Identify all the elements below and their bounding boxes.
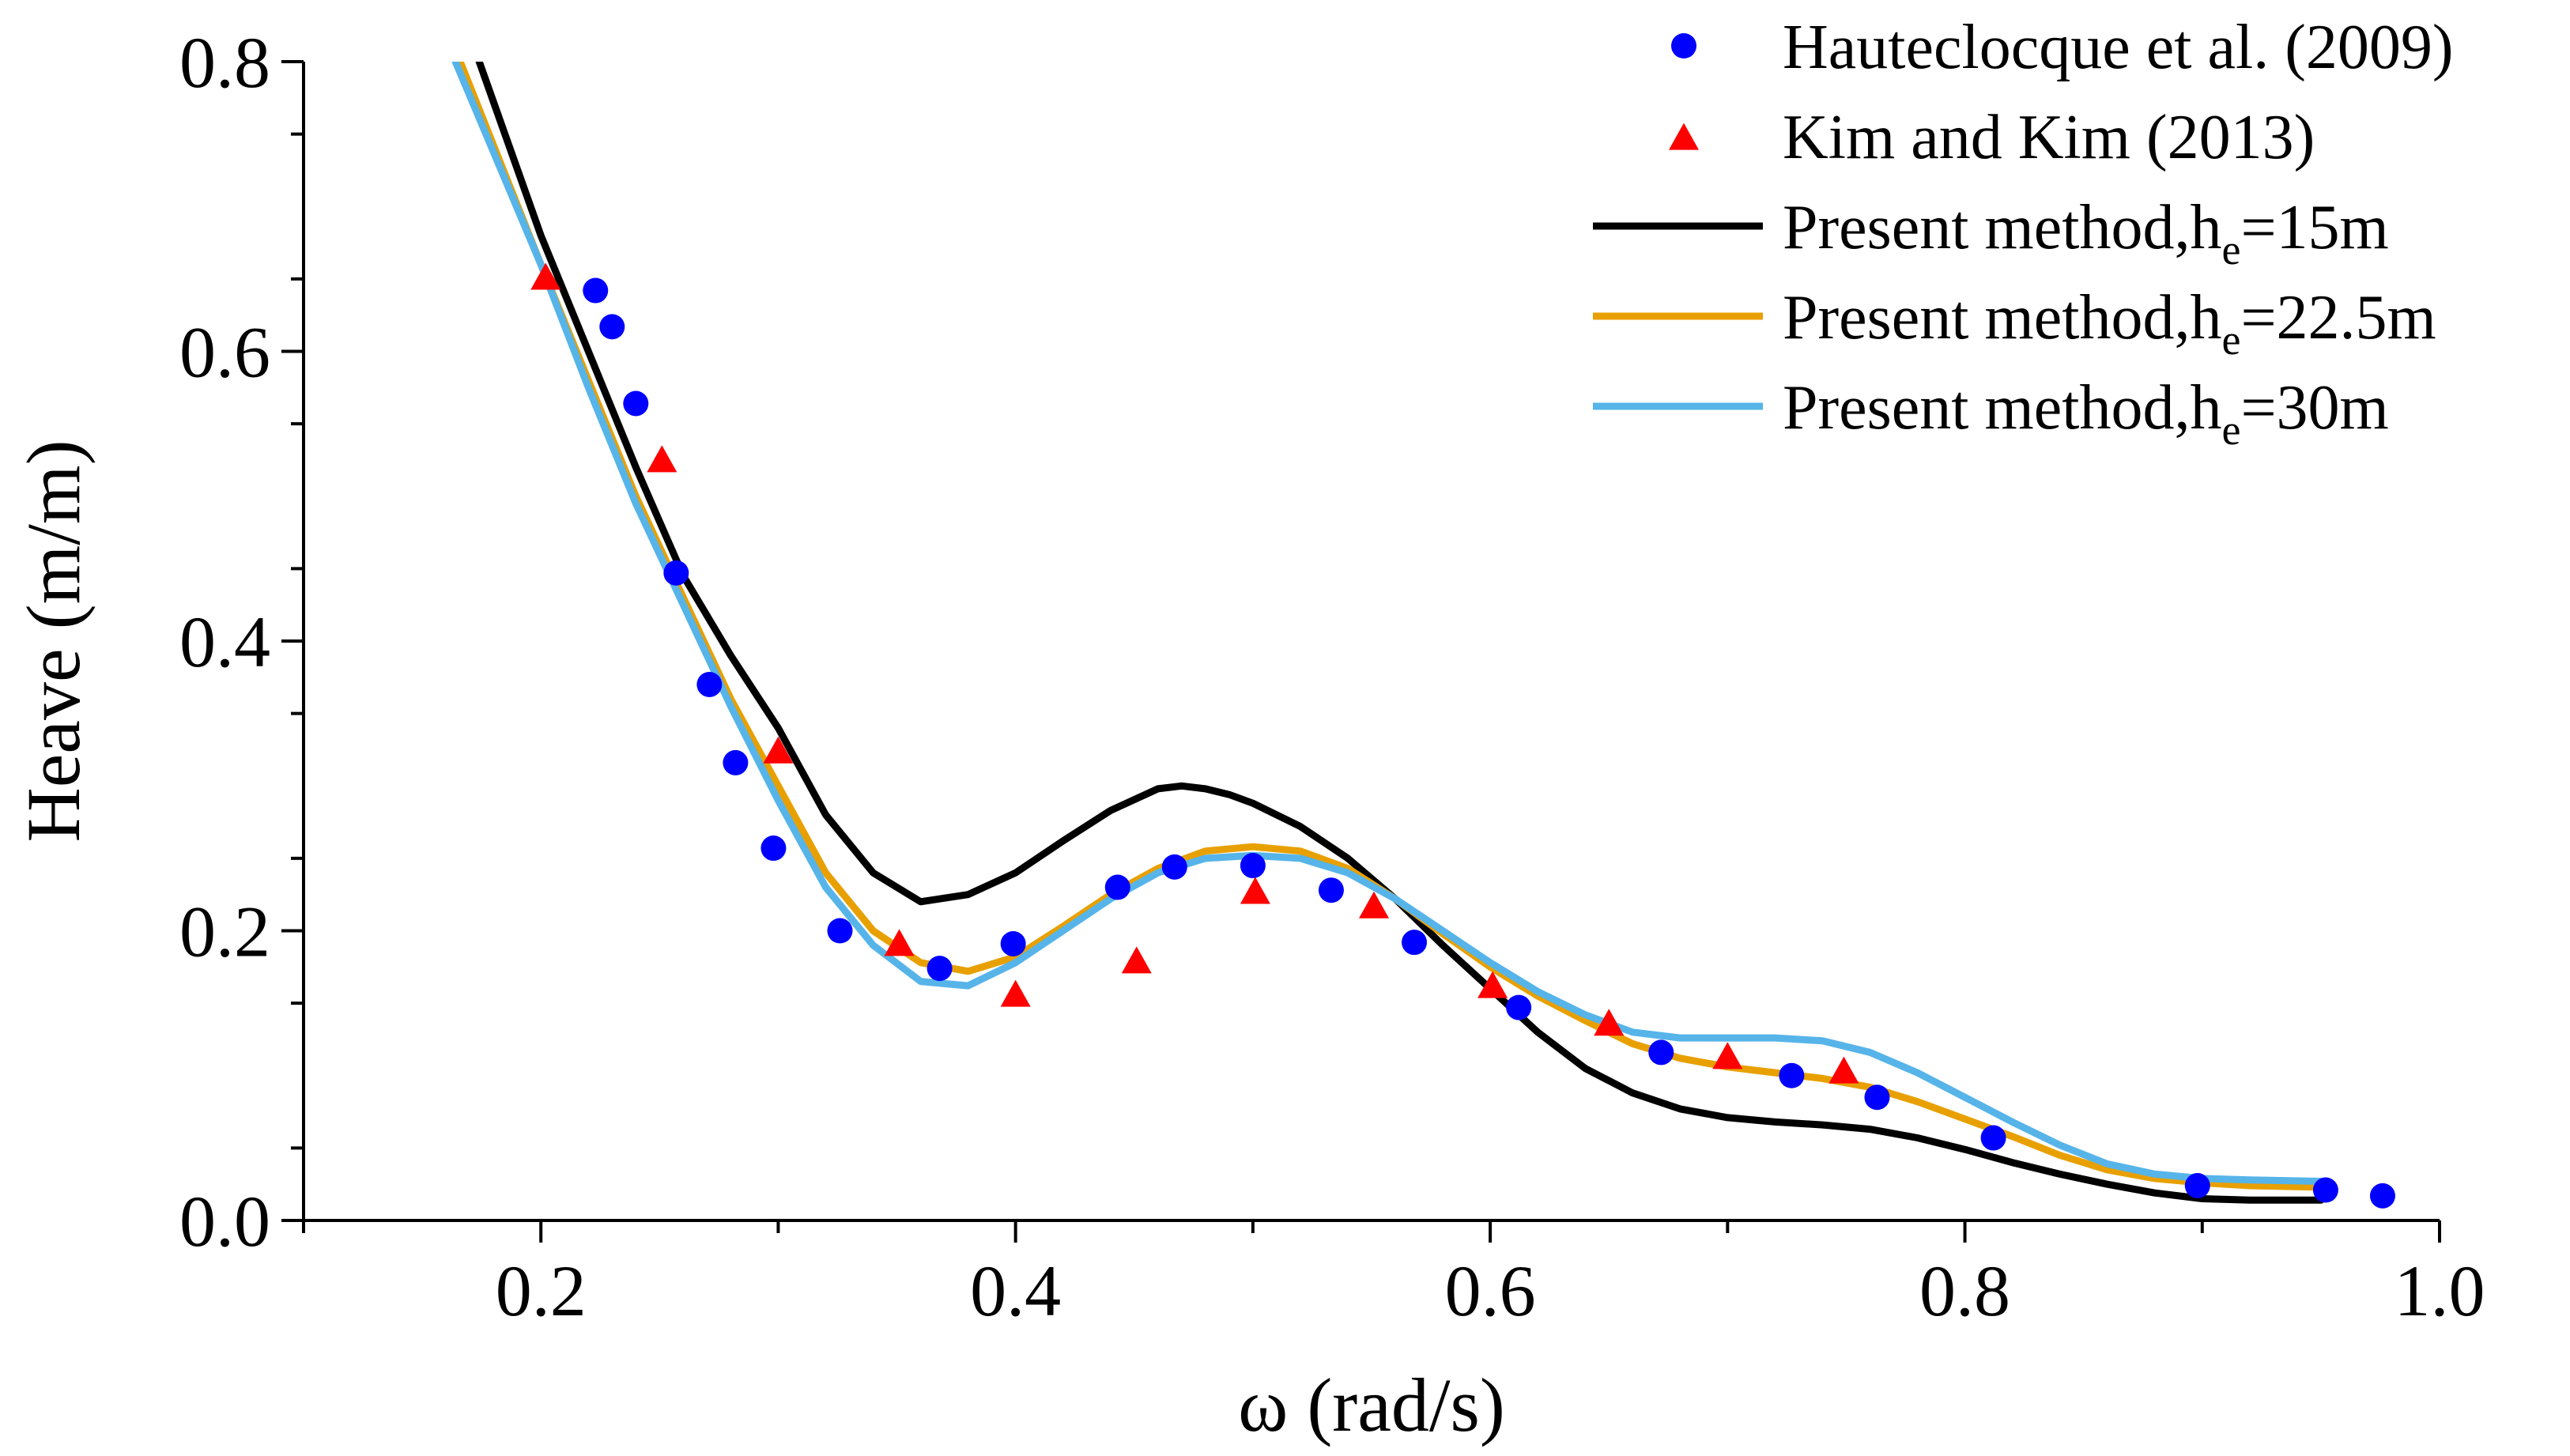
data-point-circle xyxy=(1240,853,1266,879)
x-axis-title: ω (rad/s) xyxy=(1238,1363,1505,1447)
data-point-triangle xyxy=(1828,1056,1859,1084)
data-point-triangle xyxy=(1121,946,1152,974)
legend-label: Present method,he=15m xyxy=(1783,193,2389,273)
line-series-3 xyxy=(451,62,2325,1185)
data-point-triangle xyxy=(647,445,677,473)
y-tick-label: 0.0 xyxy=(179,1181,270,1262)
data-point-circle xyxy=(1402,930,1428,956)
data-point-circle xyxy=(2184,1173,2210,1199)
data-point-circle xyxy=(1161,854,1187,880)
x-tick-label: 0.2 xyxy=(496,1250,587,1331)
data-point-triangle xyxy=(1000,979,1031,1007)
data-point-circle xyxy=(2369,1183,2395,1209)
data-point-circle xyxy=(827,918,853,944)
data-point-circle xyxy=(1779,1062,1805,1088)
data-point-triangle xyxy=(1359,891,1390,918)
data-point-triangle xyxy=(884,929,915,956)
legend-label: Hauteclocque et al. (2009) xyxy=(1783,13,2454,82)
data-point-triangle xyxy=(530,262,561,290)
data-point-circle xyxy=(1104,874,1130,900)
y-tick-label: 0.4 xyxy=(179,602,270,682)
data-point-circle xyxy=(760,836,787,862)
data-point-triangle xyxy=(1240,877,1270,904)
x-tick-label: 0.8 xyxy=(1919,1250,2010,1331)
data-point-circle xyxy=(1000,930,1026,956)
data-point-circle xyxy=(663,560,689,586)
legend-marker-circle xyxy=(1671,33,1696,58)
data-point-circle xyxy=(723,749,749,775)
data-point-triangle xyxy=(1712,1042,1743,1069)
ticks: 0.2 0.4 0.6 0.8 1.0 0.0 0.2 0.4 0.6 0.8 xyxy=(179,22,2485,1331)
legend: Hauteclocque et al. (2009) Kim and Kim (2… xyxy=(1593,13,2454,454)
legend-marker-triangle xyxy=(1669,123,1699,150)
data-point-circle xyxy=(1648,1039,1674,1066)
legend-label: Present method,he=30m xyxy=(1783,373,2389,454)
data-point-circle xyxy=(583,277,609,304)
data-point-circle xyxy=(623,390,649,417)
y-tick-label: 0.8 xyxy=(179,22,270,103)
data-point-circle xyxy=(1980,1125,2006,1151)
data-point-triangle xyxy=(1477,971,1508,998)
data-point-circle xyxy=(2312,1177,2338,1203)
data-point-circle xyxy=(1864,1084,1890,1111)
legend-label: Kim and Kim (2013) xyxy=(1783,103,2315,172)
y-tick-label: 0.2 xyxy=(179,892,270,972)
data-point-triangle xyxy=(763,736,794,764)
y-axis-title: Heave (m/m) xyxy=(11,439,96,842)
line-series-1 xyxy=(475,62,2325,1204)
marker-series-layer xyxy=(530,262,2395,1209)
x-tick-label: 0.4 xyxy=(970,1250,1061,1331)
data-point-circle xyxy=(599,314,625,340)
y-tick-label: 0.6 xyxy=(179,312,270,393)
x-tick-label: 0.6 xyxy=(1445,1250,1536,1331)
x-tick-label: 1.0 xyxy=(2395,1250,2485,1331)
legend-label: Present method,he=22.5m xyxy=(1783,283,2436,364)
data-point-circle xyxy=(926,956,953,982)
data-point-triangle xyxy=(1594,1009,1625,1036)
data-point-circle xyxy=(696,671,723,697)
data-point-circle xyxy=(1318,877,1344,903)
data-point-circle xyxy=(1506,994,1532,1020)
